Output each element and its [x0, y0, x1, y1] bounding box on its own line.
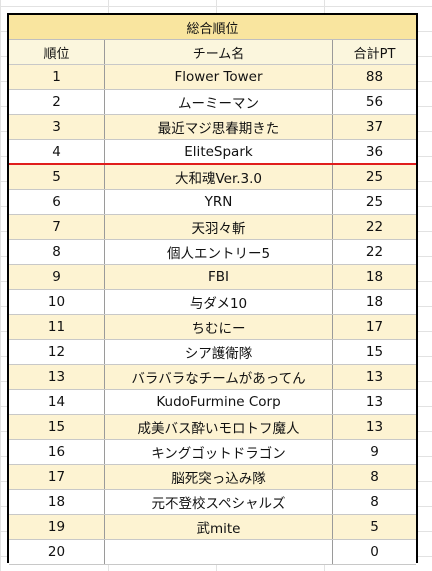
table-row: 9 FBI 18 — [9, 265, 416, 290]
table-row: 2 ムーミーマン 56 — [9, 90, 416, 115]
table-row: 3 最近マジ思春期きた 37 — [9, 115, 416, 140]
points-cell[interactable]: 13 — [365, 394, 384, 410]
header-points[interactable]: 合計PT — [353, 46, 396, 62]
table-row: 5 大和魂Ver.3.0 25 — [9, 165, 416, 190]
rank-cell[interactable]: 10 — [9, 290, 105, 314]
rank-cell[interactable]: 12 — [9, 340, 105, 364]
points-cell[interactable]: 8 — [370, 494, 379, 510]
table-title[interactable]: 総合順位 — [9, 15, 416, 40]
rank-cell[interactable]: 3 — [9, 115, 105, 139]
rank-cell[interactable]: 18 — [9, 490, 105, 514]
points-cell[interactable]: 18 — [365, 294, 384, 310]
points-cell[interactable]: 0 — [370, 544, 379, 560]
rank-cell[interactable]: 14 — [9, 390, 105, 414]
rank-cell[interactable]: 11 — [9, 315, 105, 339]
table-row: 17 脳死突っ込み隊 8 — [9, 465, 416, 490]
points-cell[interactable]: 13 — [365, 369, 384, 385]
table-row: 10 与ダメ10 18 — [9, 290, 416, 315]
points-cell[interactable]: 56 — [365, 94, 384, 110]
points-cell[interactable]: 37 — [365, 119, 384, 135]
table-row: 12 シア護衛隊 15 — [9, 340, 416, 365]
team-cell[interactable] — [105, 540, 333, 564]
points-cell[interactable]: 25 — [365, 169, 384, 185]
team-cell[interactable]: 最近マジ思春期きた — [105, 115, 333, 139]
standings-table: 総合順位 順位 チーム名 合計PT 1 Flower Tower 88 2 ムーミーマン… — [7, 13, 418, 565]
table-row: 20 0 — [9, 540, 416, 565]
points-cell[interactable]: 9 — [370, 444, 379, 460]
team-cell[interactable]: 天羽々斬 — [105, 215, 333, 239]
table-row: 11 ちむにー 17 — [9, 315, 416, 340]
points-cell[interactable]: 22 — [365, 244, 384, 260]
header-rank[interactable]: 順位 — [9, 40, 105, 64]
points-cell[interactable]: 18 — [365, 269, 384, 285]
points-cell[interactable]: 25 — [365, 194, 384, 210]
points-cell[interactable]: 5 — [370, 519, 379, 535]
rank-cell[interactable]: 16 — [9, 440, 105, 464]
table-row: 18 元不登校スペシャルズ 8 — [9, 490, 416, 515]
points-cell[interactable]: 88 — [365, 69, 384, 85]
table-row: 7 天羽々斬 22 — [9, 215, 416, 240]
team-cell[interactable]: 大和魂Ver.3.0 — [105, 165, 333, 189]
rank-cell[interactable]: 20 — [9, 540, 105, 564]
team-cell[interactable]: ちむにー — [105, 315, 333, 339]
points-cell[interactable]: 15 — [365, 344, 384, 360]
team-cell[interactable]: FBI — [105, 265, 333, 289]
team-cell[interactable]: ムーミーマン — [105, 90, 333, 114]
table-row: 4 EliteSpark 36 — [9, 140, 416, 166]
table-row: 19 武mite 5 — [9, 515, 416, 540]
points-cell[interactable]: 36 — [365, 143, 384, 160]
team-cell[interactable]: Flower Tower — [105, 65, 333, 89]
rank-cell[interactable]: 6 — [9, 190, 105, 214]
table-row: 13 バラバラなチームがあってん 13 — [9, 365, 416, 390]
rank-cell[interactable]: 2 — [9, 90, 105, 114]
team-cell[interactable]: YRN — [105, 190, 333, 214]
team-cell[interactable]: 個人エントリー5 — [105, 240, 333, 264]
table-row: 1 Flower Tower 88 — [9, 65, 416, 90]
table-row: 15 成美バス酔いモロトフ魔人 13 — [9, 415, 416, 440]
team-cell[interactable]: 成美バス酔いモロトフ魔人 — [105, 415, 333, 439]
team-cell[interactable]: キングゴットドラゴン — [105, 440, 333, 464]
rank-cell[interactable]: 8 — [9, 240, 105, 264]
rank-cell[interactable]: 19 — [9, 515, 105, 539]
header-row: 順位 チーム名 合計PT — [9, 40, 416, 65]
team-cell[interactable]: EliteSpark — [105, 140, 333, 163]
rank-cell[interactable]: 9 — [9, 265, 105, 289]
team-cell[interactable]: 脳死突っ込み隊 — [105, 465, 333, 489]
table-row: 16 キングゴットドラゴン 9 — [9, 440, 416, 465]
points-cell[interactable]: 8 — [370, 469, 379, 485]
team-cell[interactable]: バラバラなチームがあってん — [105, 365, 333, 389]
rank-cell[interactable]: 1 — [9, 65, 105, 89]
rank-cell[interactable]: 7 — [9, 215, 105, 239]
table-row: 8 個人エントリー5 22 — [9, 240, 416, 265]
team-cell[interactable]: 武mite — [105, 515, 333, 539]
points-cell[interactable]: 13 — [365, 419, 384, 435]
team-cell[interactable]: 与ダメ10 — [105, 290, 333, 314]
rank-cell[interactable]: 4 — [9, 140, 105, 163]
table-row: 14 KudoFurmine Corp 13 — [9, 390, 416, 415]
team-cell[interactable]: シア護衛隊 — [105, 340, 333, 364]
rank-cell[interactable]: 5 — [9, 165, 105, 189]
rank-cell[interactable]: 13 — [9, 365, 105, 389]
rank-cell[interactable]: 17 — [9, 465, 105, 489]
rank-cell[interactable]: 15 — [9, 415, 105, 439]
header-team[interactable]: チーム名 — [105, 40, 333, 64]
points-cell[interactable]: 22 — [365, 219, 384, 235]
table-title-text: 総合順位 — [186, 21, 239, 37]
team-cell[interactable]: KudoFurmine Corp — [105, 390, 333, 414]
table-row: 6 YRN 25 — [9, 190, 416, 215]
team-cell[interactable]: 元不登校スペシャルズ — [105, 490, 333, 514]
points-cell[interactable]: 17 — [365, 319, 384, 335]
